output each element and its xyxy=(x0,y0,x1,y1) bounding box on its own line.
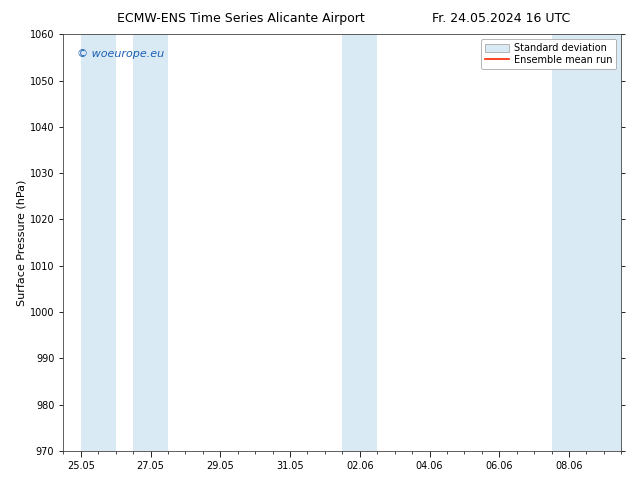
Bar xyxy=(342,34,377,451)
Bar xyxy=(133,34,168,451)
Text: ECMW-ENS Time Series Alicante Airport: ECMW-ENS Time Series Alicante Airport xyxy=(117,12,365,25)
Y-axis label: Surface Pressure (hPa): Surface Pressure (hPa) xyxy=(17,179,27,306)
Text: Fr. 24.05.2024 16 UTC: Fr. 24.05.2024 16 UTC xyxy=(432,12,570,25)
Legend: Standard deviation, Ensemble mean run: Standard deviation, Ensemble mean run xyxy=(481,39,616,69)
Text: © woeurope.eu: © woeurope.eu xyxy=(77,49,164,59)
Bar xyxy=(81,34,116,451)
Bar xyxy=(552,34,621,451)
